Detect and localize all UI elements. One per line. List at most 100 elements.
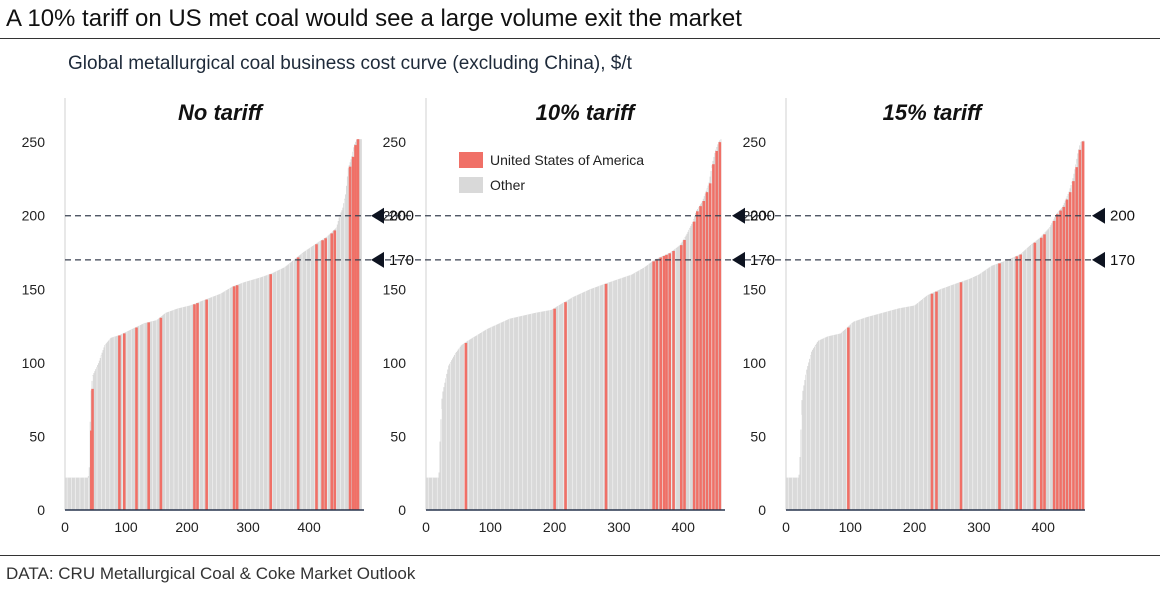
cost-bar bbox=[910, 306, 912, 510]
cost-bar bbox=[836, 334, 838, 510]
cost-bar bbox=[501, 322, 503, 510]
x-tick-label: 100 bbox=[479, 519, 503, 535]
cost-bar-separator bbox=[940, 289, 942, 510]
cost-bar bbox=[1010, 258, 1012, 510]
cost-bar bbox=[557, 306, 559, 510]
cost-bar bbox=[969, 278, 971, 510]
cost-bar-separator bbox=[855, 320, 857, 510]
cost-bar bbox=[207, 298, 210, 510]
cost-bar bbox=[884, 312, 886, 510]
cost-bar bbox=[335, 227, 338, 510]
cost-bar bbox=[1008, 259, 1011, 510]
cost-bar bbox=[289, 263, 291, 510]
ref-arrow-icon bbox=[1092, 207, 1105, 224]
cost-bar bbox=[953, 284, 956, 510]
us-bar bbox=[935, 291, 938, 510]
cost-bar bbox=[78, 477, 80, 510]
cost-bar bbox=[507, 319, 510, 510]
cost-bar bbox=[183, 307, 185, 510]
cost-bar bbox=[977, 274, 980, 510]
cost-bar bbox=[286, 265, 288, 510]
cost-bar-separator bbox=[535, 312, 537, 510]
cost-bar-separator bbox=[96, 366, 98, 510]
cost-bar-separator bbox=[985, 269, 987, 510]
cost-bar bbox=[339, 214, 341, 510]
cost-bar bbox=[1007, 259, 1010, 510]
cost-bar bbox=[252, 279, 254, 510]
cost-bar-separator bbox=[508, 319, 510, 510]
cost-bar bbox=[589, 289, 592, 510]
cost-bar bbox=[561, 303, 563, 510]
cost-bar bbox=[686, 233, 688, 510]
y-tick-label: 150 bbox=[22, 281, 46, 297]
cost-bar bbox=[208, 298, 210, 510]
cost-bar bbox=[901, 307, 904, 510]
cost-bar bbox=[1064, 200, 1067, 510]
cost-bar bbox=[204, 299, 206, 510]
us-bar bbox=[91, 388, 94, 510]
y-tick-label: 50 bbox=[29, 428, 45, 444]
cost-bar-separator bbox=[66, 477, 68, 510]
cost-bar bbox=[951, 284, 954, 510]
cost-bar bbox=[643, 267, 645, 510]
cost-bar bbox=[948, 286, 950, 510]
cost-bar-separator bbox=[571, 297, 573, 510]
us-bar bbox=[959, 282, 963, 510]
x-tick-label: 100 bbox=[839, 519, 863, 535]
cost-bar bbox=[1018, 254, 1020, 510]
cost-bar-separator bbox=[562, 302, 564, 510]
cost-bar bbox=[85, 477, 87, 510]
cost-bar bbox=[162, 314, 165, 510]
cost-bar bbox=[897, 308, 900, 510]
cost-bar-separator bbox=[630, 275, 632, 510]
cost-bar bbox=[494, 325, 496, 510]
cost-bar-separator bbox=[814, 345, 816, 510]
cost-bar bbox=[320, 240, 322, 510]
cost-bar-separator bbox=[801, 414, 803, 510]
us-bar bbox=[715, 150, 718, 510]
cost-bar bbox=[691, 223, 693, 511]
cost-bar bbox=[430, 477, 433, 510]
cost-bar bbox=[602, 284, 604, 510]
cost-bar bbox=[907, 306, 909, 510]
cost-bar bbox=[481, 331, 484, 510]
cost-bar bbox=[915, 304, 917, 510]
us-bar bbox=[1075, 167, 1078, 510]
cost-bar-separator bbox=[589, 289, 591, 510]
cost-bar-separator bbox=[711, 168, 713, 511]
cost-bar bbox=[117, 335, 119, 510]
cost-bar bbox=[996, 263, 998, 510]
cost-bar bbox=[1042, 234, 1044, 510]
cost-bar-separator bbox=[88, 477, 89, 510]
cost-bar bbox=[129, 329, 132, 510]
cost-bar-separator bbox=[607, 282, 609, 510]
cost-bar bbox=[429, 477, 432, 510]
us-bar bbox=[296, 257, 300, 510]
us-bar bbox=[1068, 192, 1072, 510]
cost-bar bbox=[714, 152, 716, 510]
cost-bar bbox=[587, 290, 589, 510]
cost-bar bbox=[834, 334, 836, 510]
cost-bar-separator bbox=[165, 313, 166, 510]
cost-bar bbox=[992, 265, 994, 510]
cost-bar bbox=[786, 477, 789, 510]
cost-bar bbox=[580, 293, 582, 510]
cost-bar bbox=[886, 311, 888, 510]
cost-bar bbox=[291, 260, 294, 510]
ref-label: 200 bbox=[389, 208, 414, 225]
cost-bar bbox=[1002, 261, 1004, 510]
cost-bar bbox=[488, 328, 490, 510]
cost-bar bbox=[179, 307, 181, 510]
cost-bar bbox=[878, 313, 880, 510]
cost-bar bbox=[180, 307, 182, 510]
cost-bar bbox=[900, 307, 903, 510]
cost-bar bbox=[645, 265, 648, 510]
cost-bar bbox=[981, 272, 984, 510]
cost-bar bbox=[173, 310, 175, 510]
cost-bar bbox=[342, 207, 344, 510]
cost-bar bbox=[243, 282, 245, 510]
cost-bar bbox=[341, 210, 343, 511]
cost-bar-separator bbox=[463, 343, 465, 510]
cost-bar bbox=[88, 467, 91, 510]
cost-bar bbox=[651, 261, 653, 510]
